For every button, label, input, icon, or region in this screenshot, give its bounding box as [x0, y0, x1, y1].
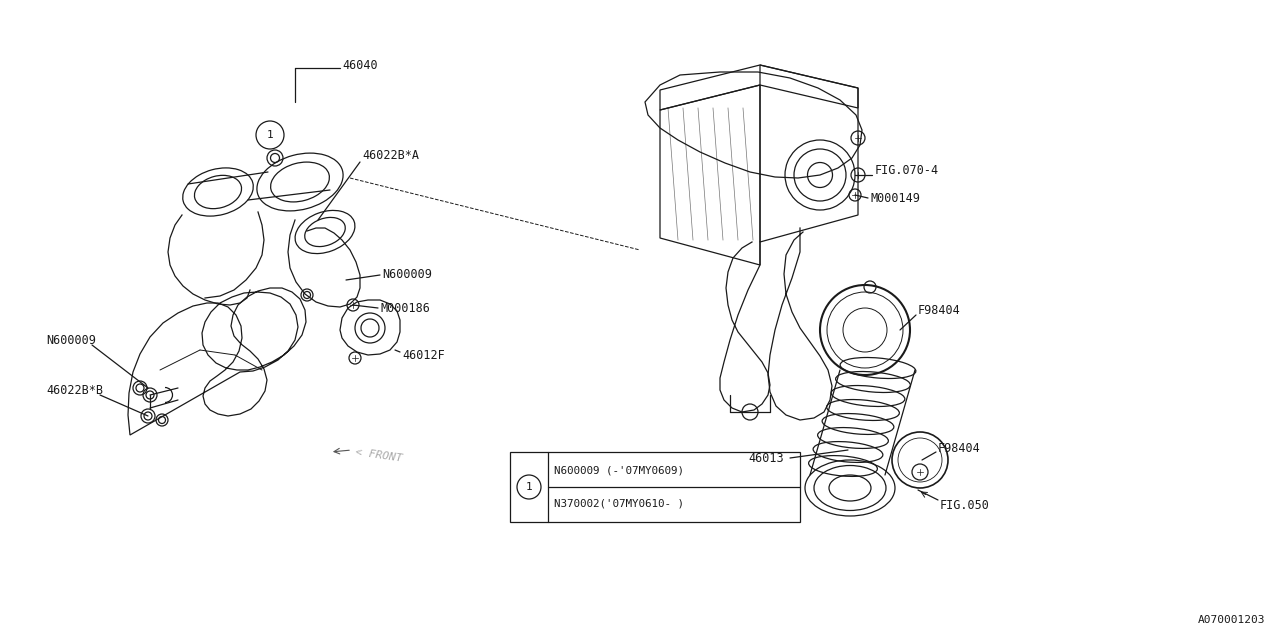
Text: N600009: N600009	[46, 333, 96, 346]
Text: 46013: 46013	[748, 451, 783, 465]
Text: 46040: 46040	[342, 58, 378, 72]
Text: 1: 1	[266, 130, 274, 140]
Text: N370002('07MY0610- ): N370002('07MY0610- )	[554, 499, 684, 509]
Text: FIG.050: FIG.050	[940, 499, 989, 511]
Text: 46012F: 46012F	[402, 349, 444, 362]
Text: 46022B*A: 46022B*A	[362, 148, 419, 161]
Text: N600009: N600009	[381, 268, 431, 280]
Bar	[509, 452, 800, 522]
Text: FIG.070-4: FIG.070-4	[876, 163, 940, 177]
Text: M000149: M000149	[870, 191, 920, 205]
Text: M000186: M000186	[380, 301, 430, 314]
Text: < FRONT: < FRONT	[355, 447, 403, 463]
Text: 46022B*B: 46022B*B	[46, 383, 102, 397]
Text: F98404: F98404	[938, 442, 980, 454]
Text: 1: 1	[526, 482, 532, 492]
Text: F98404: F98404	[918, 303, 961, 317]
Text: N600009 (-'07MY0609): N600009 (-'07MY0609)	[554, 465, 684, 475]
Text: A070001203: A070001203	[1198, 615, 1265, 625]
